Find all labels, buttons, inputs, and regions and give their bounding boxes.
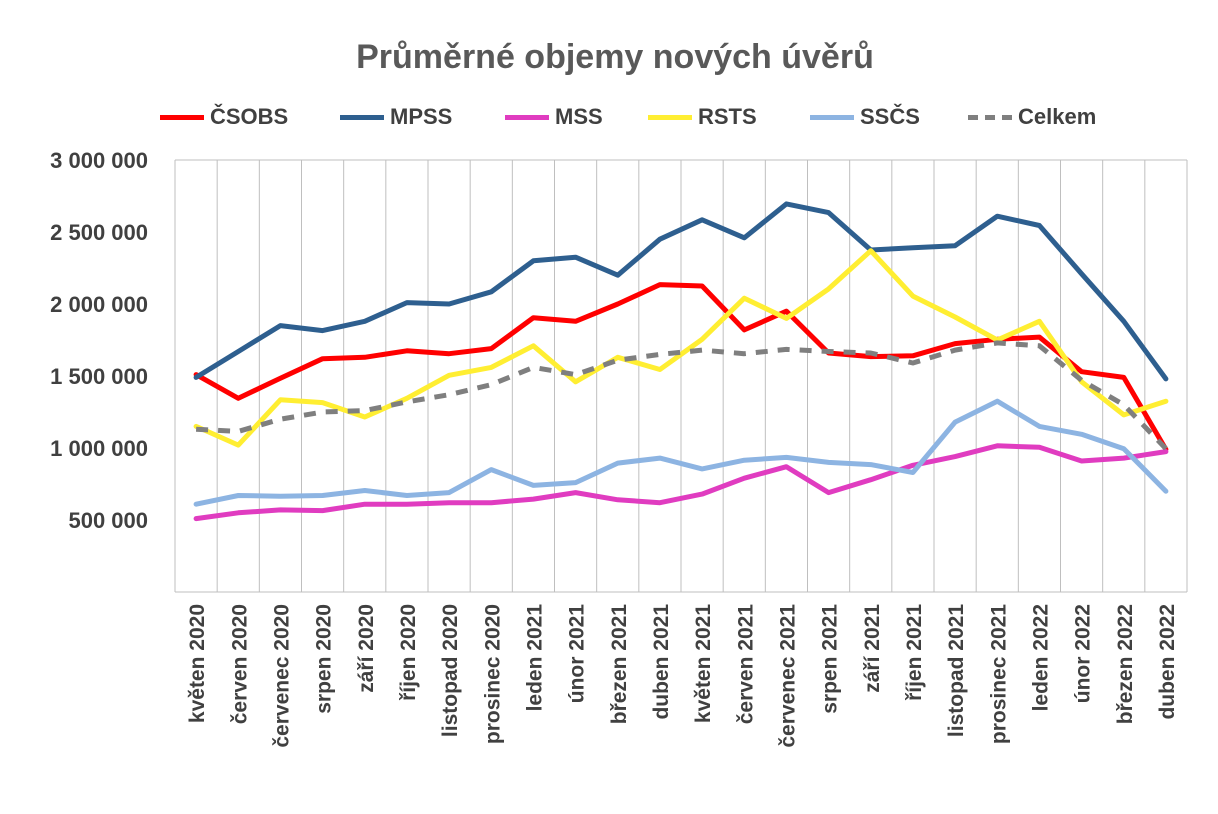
y-tick-label: 2 000 000 bbox=[50, 292, 148, 317]
x-tick-label: listopad 2021 bbox=[945, 604, 968, 737]
x-tick-label: únor 2022 bbox=[1072, 604, 1095, 703]
x-tick-label: únor 2021 bbox=[566, 604, 589, 704]
x-tick-label: srpen 2020 bbox=[313, 604, 336, 714]
y-tick-label: 500 000 bbox=[68, 508, 148, 533]
y-tick-label: 1 500 000 bbox=[50, 364, 148, 389]
x-tick-label: říjen 2020 bbox=[397, 604, 420, 701]
legend-label: Celkem bbox=[1018, 104, 1097, 129]
chart-title: Průměrné objemy nových úvěrů bbox=[356, 38, 874, 76]
legend-label: RSTS bbox=[698, 104, 757, 129]
x-tick-label: prosinec 2020 bbox=[481, 604, 504, 744]
x-tick-label: říjen 2021 bbox=[903, 604, 926, 701]
x-tick-label: květen 2021 bbox=[692, 604, 715, 723]
legend-item: MPSS bbox=[340, 100, 452, 134]
x-tick-label: březen 2021 bbox=[608, 604, 631, 725]
legend-item: SSČS bbox=[810, 100, 920, 134]
y-axis: 500 000 1 000 000 1 500 000 2 000 000 2 500 … bbox=[50, 148, 148, 533]
x-tick-label: červenec 2021 bbox=[776, 604, 799, 748]
x-axis: květen 2020 červen 2020 červenec 2020 srpen… bbox=[186, 604, 1179, 748]
series-line-rsts bbox=[193, 248, 1169, 448]
x-tick-label: květen 2020 bbox=[186, 604, 209, 723]
x-tick-label: březen 2022 bbox=[1114, 604, 1137, 724]
x-tick-label: červenec 2020 bbox=[270, 604, 293, 748]
legend-item: Celkem bbox=[968, 100, 1096, 134]
x-tick-label: červen 2021 bbox=[734, 604, 757, 725]
x-tick-label: srpen 2021 bbox=[819, 604, 842, 714]
legend-swatch bbox=[810, 114, 854, 120]
x-tick-label: leden 2021 bbox=[523, 604, 546, 712]
legend-swatch bbox=[505, 114, 549, 120]
x-tick-label: září 2021 bbox=[861, 604, 884, 693]
legend-swatch bbox=[968, 114, 1012, 120]
series-line-mss bbox=[193, 443, 1169, 522]
x-tick-label: prosinec 2021 bbox=[987, 604, 1010, 744]
legend-swatch bbox=[160, 114, 204, 120]
series-line-mpss bbox=[193, 201, 1169, 382]
legend-item: ČSOBS bbox=[160, 100, 288, 134]
legend-label: MSS bbox=[555, 104, 603, 129]
grid-lines bbox=[174, 159, 1188, 593]
x-tick-label: leden 2022 bbox=[1029, 604, 1052, 711]
y-tick-label: 2 500 000 bbox=[50, 220, 148, 245]
x-tick-label: duben 2022 bbox=[1156, 604, 1179, 720]
legend-swatch bbox=[648, 114, 692, 120]
series-line-celkem bbox=[195, 340, 1168, 451]
legend-label: MPSS bbox=[390, 104, 453, 129]
series-lines bbox=[193, 201, 1169, 522]
x-tick-label: duben 2021 bbox=[650, 604, 673, 720]
x-tick-label: září 2020 bbox=[355, 604, 378, 693]
x-tick-label: listopad 2020 bbox=[439, 604, 462, 737]
legend-item: MSS bbox=[505, 100, 603, 134]
series-line-ssčs bbox=[193, 398, 1169, 507]
legend-label: ČSOBS bbox=[210, 104, 289, 129]
legend-item: RSTS bbox=[648, 100, 757, 134]
y-tick-label: 3 000 000 bbox=[50, 148, 148, 173]
y-tick-label: 1 000 000 bbox=[50, 436, 148, 461]
legend-swatch bbox=[340, 114, 384, 120]
x-tick-label: červen 2020 bbox=[228, 604, 251, 724]
legend-label: SSČS bbox=[860, 104, 920, 129]
